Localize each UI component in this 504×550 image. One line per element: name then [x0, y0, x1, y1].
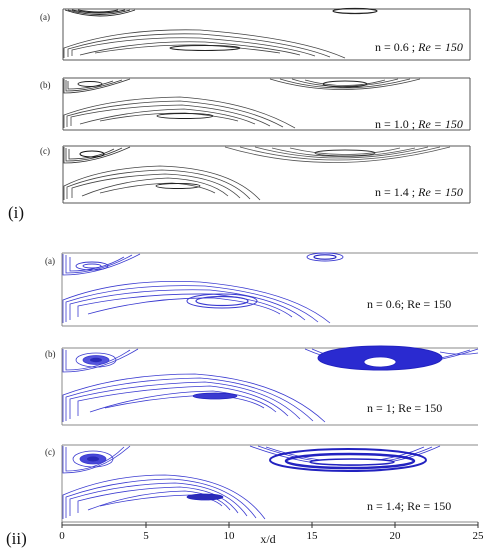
panel-ii-c-label: (c) [45, 447, 55, 457]
part-ii-label: (ii) [6, 529, 27, 548]
panel-ii-a-vortex-upper-right [306, 252, 344, 262]
panel-i-a: (a) n = 0.6 ; Re = 150 [40, 7, 471, 61]
panel-ii-a-label: (a) [45, 256, 55, 266]
panel-ii-c-vortex-lower [62, 474, 266, 520]
panel-i-b-re-value: Re = 150 [417, 117, 463, 131]
x-tick-label: 25 [473, 530, 485, 542]
panel-ii-b-vortex-upper-left [62, 348, 139, 373]
panel-i-b-label: (b) [40, 80, 51, 90]
panel-i-b-vortex-lower [63, 96, 296, 129]
panel-ii-b-vortex-upper-right [304, 345, 479, 371]
panel-i-c-caption: n = 1.4 ; Re = 150 [375, 185, 463, 199]
panel-ii-b-vortex-lower [62, 373, 326, 423]
panel-i-b-vortex-upper-right [269, 78, 421, 90]
panel-i-a-caption: n = 0.6 ; Re = 150 [375, 40, 463, 54]
panel-i-c-vortex-upper-right [224, 146, 451, 163]
part-i-label: (i) [8, 203, 24, 222]
panel-i-c-vortex-lower [63, 165, 261, 201]
panel-i-b: (b) [40, 77, 471, 131]
x-axis: 0 5 10 15 20 25 x/d [59, 522, 484, 546]
panel-ii-a-vortex-upper-left [62, 253, 141, 276]
part-i: (a) n = 0.6 ; Re = 150 [8, 7, 471, 222]
panel-ii-c: (c) [45, 444, 478, 523]
panel-ii-c-vortex-upper-right [249, 445, 441, 472]
panel-i-c: (c) [40, 145, 471, 204]
panel-i-c-label: (c) [40, 146, 50, 156]
panel-i-a-vortex-lower [63, 29, 346, 59]
panel-i-c-vortex-upper-left [63, 146, 131, 164]
x-tick-label: 5 [143, 530, 149, 542]
panel-ii-b: (b) [45, 345, 479, 426]
panel-i-a-re-value: Re = 150 [417, 40, 463, 54]
panel-ii-c-vortex-upper-left [62, 445, 131, 474]
panel-ii-b-label: (b) [45, 349, 56, 359]
x-tick-label: 10 [224, 530, 236, 542]
x-axis-label: x/d [260, 532, 275, 546]
panel-i-a-n-value: n = 0.6 ; [375, 40, 418, 54]
panel-ii-a-vortex-lower [62, 280, 331, 324]
panel-i-c-n-value: n = 1.4 ; [375, 185, 418, 199]
x-tick-label: 15 [307, 530, 319, 542]
panel-i-a-vortex-upper-left [64, 9, 136, 17]
panel-i-b-caption: n = 1.0 ; Re = 150 [375, 117, 463, 131]
panel-ii-b-caption: n = 1; Re = 150 [367, 401, 442, 415]
panel-ii-a: (a) n [45, 252, 478, 327]
x-tick-label: 20 [390, 530, 402, 542]
panel-ii-c-caption: n = 1.4; Re = 150 [367, 499, 451, 513]
panel-ii-a-caption: n = 0.6; Re = 150 [367, 297, 451, 311]
panel-i-b-vortex-upper-left [63, 78, 131, 94]
panel-i-c-re-value: Re = 150 [417, 185, 463, 199]
part-ii: (a) n [6, 252, 484, 548]
panel-i-a-label: (a) [40, 12, 50, 22]
panel-i-b-n-value: n = 1.0 ; [375, 117, 418, 131]
x-tick-label: 0 [59, 530, 65, 542]
panel-i-a-vortex-upper-right [332, 7, 378, 15]
